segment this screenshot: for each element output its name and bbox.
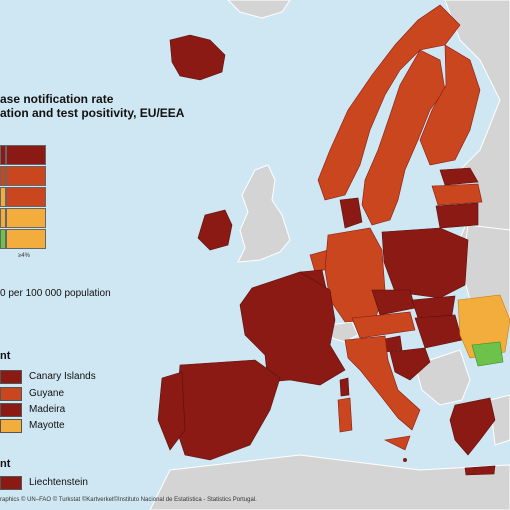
legend-swatch-guyane (0, 387, 22, 401)
iceland-region (169, 34, 226, 81)
legend-section2-heading: nt (0, 458, 11, 470)
legend-label-guyane: Guyane (29, 388, 65, 399)
ireland-region (197, 209, 233, 251)
map-title-line2: ation and test positivity, EU/EEA (0, 106, 185, 120)
legend-swatch-liechtenstein (0, 476, 22, 490)
norway-region (317, 4, 461, 201)
corsica-region (339, 377, 350, 397)
sicily-region (384, 435, 411, 451)
france-region (239, 271, 346, 386)
greece-region (449, 397, 496, 456)
matrix-axis-label: ≥4% (18, 253, 30, 259)
legend-swatch-mayotte (0, 419, 22, 433)
lithuania-region (435, 202, 479, 229)
map-title-line1: ase notification rate (0, 92, 114, 106)
legend-matrix (0, 145, 46, 255)
denmark-region (339, 197, 363, 229)
uk-region (237, 164, 291, 263)
slovakia-region (411, 295, 456, 319)
balkans-region (414, 349, 471, 406)
greenland-region (227, 0, 291, 19)
finland-region (419, 44, 481, 166)
crete-region (464, 465, 496, 476)
north-africa-region (149, 454, 510, 510)
poland-region (381, 227, 469, 299)
latvia-region (431, 183, 483, 206)
estonia-region (439, 167, 479, 186)
malta-region (403, 458, 407, 462)
legend-swatch-madeira (0, 403, 22, 417)
legend-label-mayotte: Mayotte (29, 420, 65, 431)
population-note: 0 per 100 000 population (0, 288, 111, 299)
legend-swatch-canary (0, 370, 22, 384)
sardinia-region (337, 397, 353, 433)
legend-label-canary: Canary Islands (29, 371, 96, 382)
italy-region (344, 335, 421, 431)
bulgaria-region (471, 341, 504, 367)
legend-section1-heading: nt (0, 350, 11, 362)
austria-region (351, 311, 416, 339)
croatia-region (389, 347, 431, 381)
legend-label-liechtenstein: Liechtenstein (29, 477, 88, 488)
portugal-region (157, 371, 186, 451)
map-credits: raphics © UN–FAO © Turkstat ©Kartverket©… (0, 497, 257, 503)
legend-label-madeira: Madeira (29, 404, 66, 415)
turkey-region (489, 394, 510, 446)
